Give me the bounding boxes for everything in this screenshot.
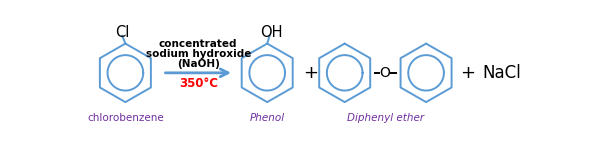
Text: Cl: Cl	[115, 25, 130, 40]
Text: O: O	[380, 66, 391, 80]
Text: +: +	[460, 64, 475, 82]
Text: chlorobenzene: chlorobenzene	[87, 113, 164, 123]
Text: sodium hydroxide: sodium hydroxide	[146, 49, 251, 59]
Text: NaCl: NaCl	[482, 64, 521, 82]
Text: Phenol: Phenol	[250, 113, 285, 123]
Text: OH: OH	[260, 25, 283, 40]
Text: (NaOH): (NaOH)	[177, 59, 220, 69]
Text: concentrated: concentrated	[159, 39, 238, 49]
Text: Diphenyl ether: Diphenyl ether	[347, 113, 424, 123]
Text: 350°C: 350°C	[179, 77, 218, 90]
Text: +: +	[303, 64, 318, 82]
